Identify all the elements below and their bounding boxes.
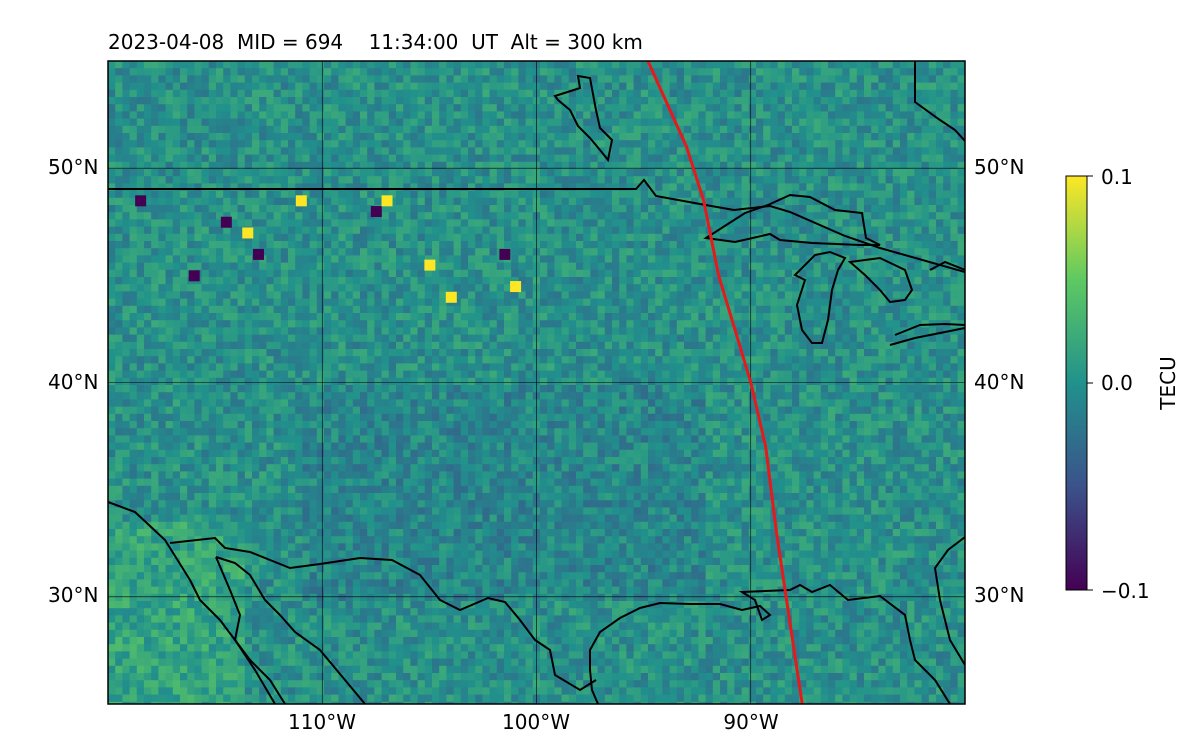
colorbar-title: TECU [1156, 356, 1180, 410]
atlantic-coast [933, 536, 965, 666]
map-frame [107, 60, 966, 705]
tec-anomaly-cell [445, 291, 457, 303]
colorbar-tick-label-zero: 0.0 [1101, 371, 1133, 395]
tec-anomaly-cell [188, 270, 200, 282]
colorbar-tick-label-min: −0.1 [1101, 579, 1150, 603]
tec-anomaly-cell [381, 195, 393, 207]
hudson-bay-shore [553, 74, 614, 163]
lake-superior-shore [703, 193, 881, 246]
lake-michigan-shore [793, 250, 847, 344]
colorbar [1065, 175, 1093, 591]
tec-anomaly-cell [242, 227, 254, 239]
tec-pixel-field [108, 61, 965, 704]
tec-anomaly-cell [220, 216, 232, 228]
lon-label-110w: 110°W [288, 710, 356, 734]
lat-label-40-right: 40°N [974, 370, 1025, 394]
lon-label-100w: 100°W [502, 710, 570, 734]
great-lakes-border [733, 204, 965, 273]
tec-anomaly-cell [135, 195, 147, 207]
tec-anomaly-cell [499, 248, 511, 260]
lat-label-50-right: 50°N [974, 155, 1025, 179]
map-panel [108, 61, 965, 704]
lake-erie-ontario-shore [889, 260, 965, 346]
lat-label-30-left: 30°N [48, 583, 99, 607]
west-coast [108, 501, 276, 704]
colorbar-tick-label-max: 0.1 [1101, 165, 1133, 189]
lat-label-40-left: 40°N [48, 370, 99, 394]
tec-anomaly-cell [252, 248, 264, 260]
lat-label-30-right: 30°N [974, 583, 1025, 607]
james-bay-shore [914, 61, 965, 142]
gulf-of-mexico-coast [589, 583, 951, 704]
tec-anomaly-cell [424, 259, 436, 271]
lon-label-90w: 90°W [723, 710, 779, 734]
colorbar-gradient [1065, 175, 1088, 591]
tec-anomaly-cell [510, 281, 522, 293]
tec-anomaly-cells [135, 195, 522, 303]
lake-huron-shore [847, 256, 914, 304]
satellite-track-line [646, 61, 804, 704]
tec-anomaly-cell [295, 195, 307, 207]
baja-peninsula [215, 556, 366, 704]
map-title: 2023-04-08 MID = 694 11:34:00 UT Alt = 3… [108, 30, 643, 54]
lat-label-50-left: 50°N [48, 155, 99, 179]
coastlines [108, 61, 965, 704]
baja-gulf-coast [169, 536, 597, 692]
tec-anomaly-cell [370, 206, 382, 218]
